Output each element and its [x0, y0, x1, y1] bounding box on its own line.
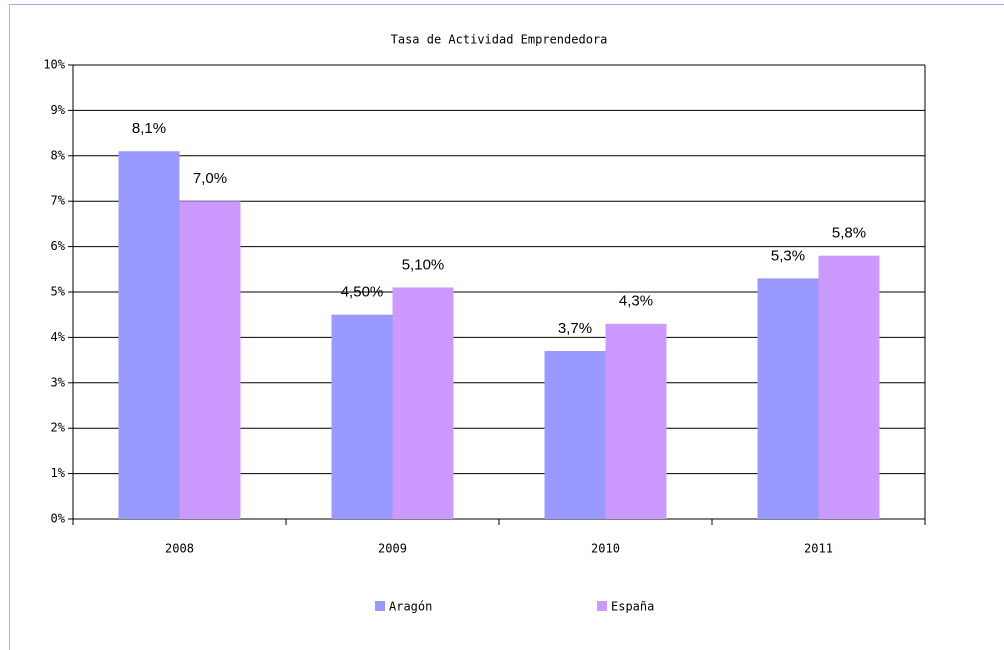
x-tick-label: 2011: [804, 542, 833, 556]
bar: [757, 278, 819, 519]
bar: [179, 201, 241, 519]
bar: [605, 323, 667, 519]
bar: [331, 314, 393, 519]
bar: [818, 255, 880, 519]
legend-label: Aragón: [389, 600, 432, 614]
value-label: 7,0%: [193, 170, 227, 187]
y-tick-label: 10%: [43, 58, 65, 72]
value-label: 8,1%: [132, 120, 166, 137]
value-label: 4,50%: [341, 284, 384, 301]
value-label: 5,8%: [832, 225, 866, 242]
x-tick-label: 2010: [591, 542, 620, 556]
y-tick-label: 6%: [51, 239, 66, 253]
legend-swatch: [597, 601, 607, 611]
value-label: 4,3%: [619, 293, 653, 310]
y-tick-label: 8%: [51, 148, 66, 162]
bar: [118, 151, 180, 519]
frame: [9, 4, 1004, 650]
legend-label: España: [611, 600, 654, 614]
y-tick-label: 9%: [51, 103, 66, 117]
x-tick-label: 2009: [378, 542, 407, 556]
y-tick-label: 7%: [51, 194, 66, 208]
bar: [544, 351, 606, 519]
y-tick-label: 3%: [51, 375, 66, 389]
y-tick-label: 0%: [51, 512, 66, 526]
legend-swatch: [375, 601, 385, 611]
value-label: 3,7%: [558, 320, 592, 337]
y-tick-label: 4%: [51, 330, 66, 344]
x-tick-label: 2008: [165, 542, 194, 556]
y-tick-label: 1%: [51, 466, 66, 480]
bar: [392, 287, 454, 519]
value-label: 5,10%: [402, 256, 445, 273]
y-tick-label: 2%: [51, 421, 66, 435]
y-tick-label: 5%: [51, 285, 66, 299]
value-label: 5,3%: [771, 247, 805, 264]
chart-title: Tasa de Actividad Emprendedora: [391, 33, 608, 47]
